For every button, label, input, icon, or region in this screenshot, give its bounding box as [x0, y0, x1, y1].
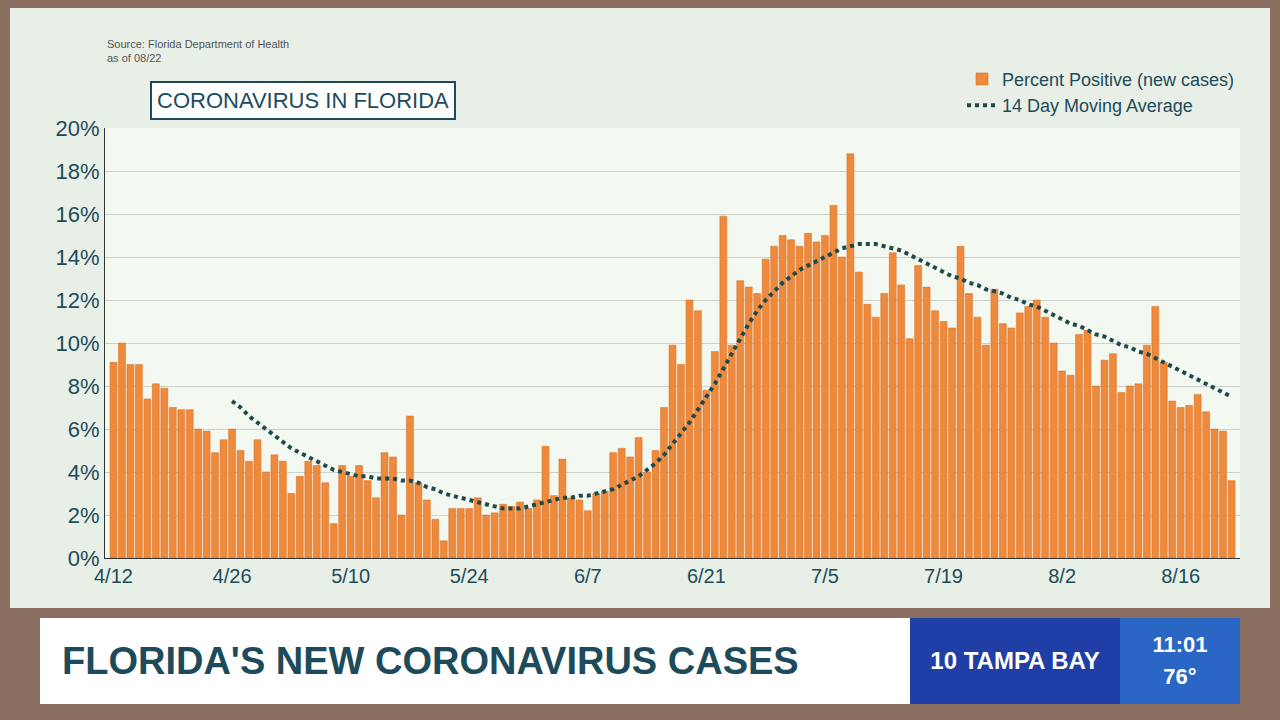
svg-text:7/5: 7/5: [811, 565, 839, 587]
svg-text:14%: 14%: [56, 245, 100, 270]
svg-text:18%: 18%: [56, 159, 100, 184]
svg-text:5/24: 5/24: [450, 565, 489, 587]
svg-text:8/16: 8/16: [1161, 565, 1200, 587]
html-text:FLORIDA'S NEW CORONAVIRUS CASE: FLORIDA'S NEW CORONAVIRUS CASES: [62, 639, 799, 682]
svg-text:8/2: 8/2: [1048, 565, 1076, 587]
svg-text:8%: 8%: [68, 374, 100, 399]
svg-text:6/7: 6/7: [574, 565, 602, 587]
svg-text:14 Day Moving Average: 14 Day Moving Average: [1002, 96, 1193, 116]
svg-text:0%: 0%: [68, 546, 100, 571]
svg-text:Percent Positive (new cases): Percent Positive (new cases): [1002, 70, 1234, 90]
svg-text:20%: 20%: [56, 116, 100, 141]
svg-text:5/10: 5/10: [331, 565, 370, 587]
svg-text:Source: Florida Department of: Source: Florida Department of Healthas o…: [107, 38, 289, 64]
svg-text:12%: 12%: [56, 288, 100, 313]
svg-text:4/12: 4/12: [94, 565, 133, 587]
svg-text:4%: 4%: [68, 460, 100, 485]
html-text:11:01: 11:01: [1152, 632, 1208, 657]
svg-text:6%: 6%: [68, 417, 100, 442]
svg-text:CORONAVIRUS IN FLORIDA: CORONAVIRUS IN FLORIDA: [157, 88, 449, 113]
html-text:76°: 76°: [1163, 664, 1197, 689]
html-text:10 TAMPA BAY: 10 TAMPA BAY: [930, 647, 1100, 674]
svg-text:10%: 10%: [56, 331, 100, 356]
svg-text:16%: 16%: [56, 202, 100, 227]
svg-text:4/26: 4/26: [213, 565, 252, 587]
svg-text:7/19: 7/19: [924, 565, 963, 587]
svg-text:6/21: 6/21: [687, 565, 726, 587]
svg-text:2%: 2%: [68, 503, 100, 528]
